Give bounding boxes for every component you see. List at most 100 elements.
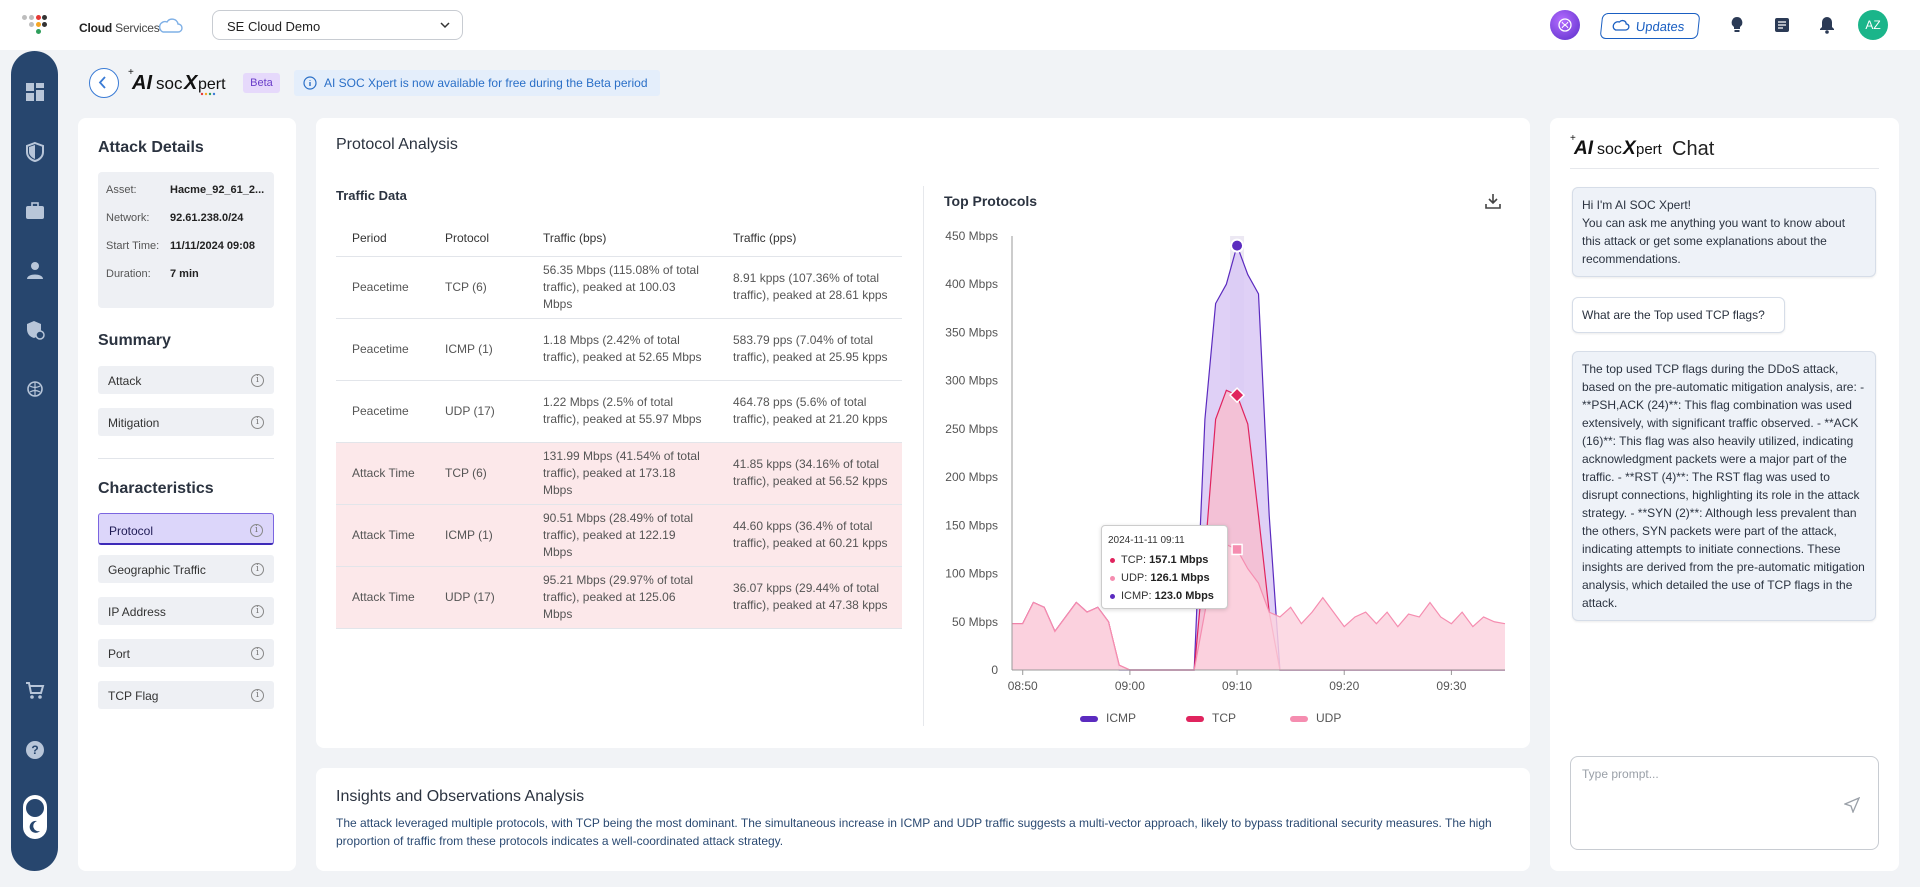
left-nav-rail: ? <box>11 51 58 871</box>
ai-assistant-avatar[interactable] <box>1550 10 1580 40</box>
table-row: Attack Time ICMP (1) 90.51 Mbps (28.49% … <box>336 504 902 567</box>
user-icon[interactable] <box>24 259 46 281</box>
info-icon[interactable]: i <box>251 605 264 618</box>
column-header: Protocol <box>429 220 527 257</box>
download-icon[interactable] <box>1484 192 1502 210</box>
dashboard-icon[interactable] <box>24 81 46 103</box>
column-header: Traffic (pps) <box>717 220 902 257</box>
briefcase-icon[interactable] <box>24 200 46 222</box>
legend-label-icmp: ICMP <box>1106 711 1136 725</box>
svg-text:+: + <box>128 67 134 78</box>
table-row: Attack Time TCP (6) 131.99 Mbps (41.54% … <box>336 442 902 505</box>
tooltip-date: 2024-11-11 09:11 <box>1108 535 1185 546</box>
attack-details-title: Attack Details <box>98 139 204 156</box>
insights-title: Insights and Observations Analysis <box>336 788 585 805</box>
prompt-input[interactable]: Type prompt... <box>1570 756 1879 850</box>
characteristic-protocol[interactable]: Protocol i <box>98 513 274 545</box>
help-icon[interactable]: ? <box>24 739 46 761</box>
tooltip-row-tcp: TCP: 157.1 Mbps <box>1110 554 1208 566</box>
cell-protocol: TCP (6) <box>429 442 527 505</box>
detail-duration: Duration: 7 min <box>106 268 199 280</box>
cell-period: Peacetime <box>336 256 429 319</box>
characteristic-ip-address[interactable]: IP Address i <box>98 597 274 625</box>
info-icon[interactable]: i <box>250 524 263 537</box>
column-header: Period <box>336 220 429 257</box>
chat-divider <box>1570 168 1879 169</box>
cell-pps: 41.85 kpps (34.16% of total traffic), pe… <box>717 442 902 505</box>
app-grid-icon[interactable] <box>22 15 48 35</box>
tooltip-row-udp: UDP: 126.1 Mbps <box>1110 572 1210 584</box>
y-tick-label: 250 Mbps <box>945 422 998 436</box>
back-button[interactable] <box>89 68 119 98</box>
chat-message-user: What are the Top used TCP flags? <box>1572 297 1785 333</box>
summary-item-mitigation[interactable]: Mitigation i <box>98 408 274 436</box>
cart-icon[interactable] <box>24 679 46 701</box>
cell-pps: 36.07 kpps (29.44% of total traffic), pe… <box>717 566 902 629</box>
info-icon[interactable]: i <box>251 416 264 429</box>
attack-sidebar: Attack Details Asset: Hacme_92_61_2... Ne… <box>78 118 296 871</box>
summary-item-attack[interactable]: Attack i <box>98 366 274 394</box>
cell-pps: 8.91 kpps (107.36% of total traffic), pe… <box>717 256 902 319</box>
y-tick-label: 150 Mbps <box>945 518 998 532</box>
beta-badge: Beta <box>243 73 280 93</box>
detail-asset: Asset: Hacme_92_61_2... <box>106 184 265 196</box>
shield-icon[interactable] <box>24 141 46 163</box>
legend-label-udp: UDP <box>1316 711 1342 725</box>
tooltip-row-icmp: ICMP: 123.0 Mbps <box>1110 590 1214 602</box>
protocol-analysis-title: Protocol Analysis <box>336 136 458 153</box>
svg-text:AI: AI <box>131 72 152 94</box>
bell-icon[interactable] <box>1817 15 1837 35</box>
traffic-data-title: Traffic Data <box>336 188 407 203</box>
x-tick-label: 09:30 <box>1436 679 1466 693</box>
svg-text:?: ? <box>31 743 38 757</box>
cell-period: Attack Time <box>336 442 429 505</box>
traffic-table: Period Protocol Traffic (bps) Traffic (p… <box>336 220 902 629</box>
ai-socxpert-logo: + AI soc X pert <box>128 67 226 96</box>
top-protocols-chart: 0 50 Mbps 100 Mbps 150 Mbps 200 Mbps 250 Mbps… <box>945 229 1506 693</box>
svg-text:soc: soc <box>156 74 183 93</box>
user-avatar[interactable]: AZ <box>1858 10 1888 40</box>
notes-icon[interactable] <box>1772 15 1792 35</box>
cell-period: Peacetime <box>336 380 429 443</box>
characteristic-geographic-traffic[interactable]: Geographic Traffic i <box>98 555 274 583</box>
table-row: Peacetime UDP (17) 1.22 Mbps (2.5% of to… <box>336 380 902 443</box>
updates-button[interactable]: Updates <box>1599 13 1701 39</box>
cloud-icon <box>1612 19 1630 31</box>
legend-swatch-icmp <box>1080 716 1098 722</box>
shield-settings-icon[interactable] <box>24 319 46 341</box>
table-row: Peacetime TCP (6) 56.35 Mbps (115.08% of… <box>336 256 902 319</box>
attack-details-box: Asset: Hacme_92_61_2... Network: 92.61.238… <box>98 172 274 308</box>
brain-icon[interactable] <box>24 378 46 400</box>
top-protocols-title: Top Protocols <box>944 193 1038 209</box>
table-header-row: Period Protocol Traffic (bps) Traffic (p… <box>336 220 902 257</box>
x-tick-label: 09:10 <box>1222 679 1252 693</box>
table-row: Peacetime ICMP (1) 1.18 Mbps (2.42% of t… <box>336 318 902 381</box>
beta-notice-text: AI SOC Xpert is now available for free d… <box>324 76 648 90</box>
info-icon[interactable]: i <box>251 647 264 660</box>
point-marker-icmp <box>1230 238 1245 253</box>
moon-icon <box>29 820 40 833</box>
detail-network: Network: 92.61.238.0/24 <box>106 212 244 224</box>
cell-period: Attack Time <box>336 504 429 567</box>
series-line-udp <box>1012 543 1506 671</box>
environment-select[interactable]: SE Cloud Demo <box>212 10 463 40</box>
cell-bps: 1.22 Mbps (2.5% of total traffic), peake… <box>527 380 717 443</box>
characteristic-tcp-flag[interactable]: TCP Flag i <box>98 681 274 709</box>
y-tick-label: 300 Mbps <box>945 374 998 388</box>
theme-toggle[interactable] <box>23 795 47 839</box>
lightbulb-icon[interactable] <box>1727 15 1747 35</box>
send-icon[interactable] <box>1844 797 1860 813</box>
info-icon[interactable]: i <box>251 563 264 576</box>
characteristic-port[interactable]: Port i <box>98 639 274 667</box>
chat-title: Chat <box>1672 138 1715 160</box>
info-icon[interactable]: i <box>251 374 264 387</box>
info-icon[interactable]: i <box>251 689 264 702</box>
y-tick-label: 100 Mbps <box>945 567 998 581</box>
cell-period: Peacetime <box>336 318 429 381</box>
series-area-udp <box>1012 544 1505 670</box>
ai-socxpert-chat-logo: + AI soc X pert <box>1570 133 1663 159</box>
chevron-down-icon <box>440 22 450 29</box>
detail-start-time: Start Time: 11/11/2024 09:08 <box>106 240 256 252</box>
svg-text:pert: pert <box>198 76 226 93</box>
y-tick-label: 50 Mbps <box>952 615 998 629</box>
